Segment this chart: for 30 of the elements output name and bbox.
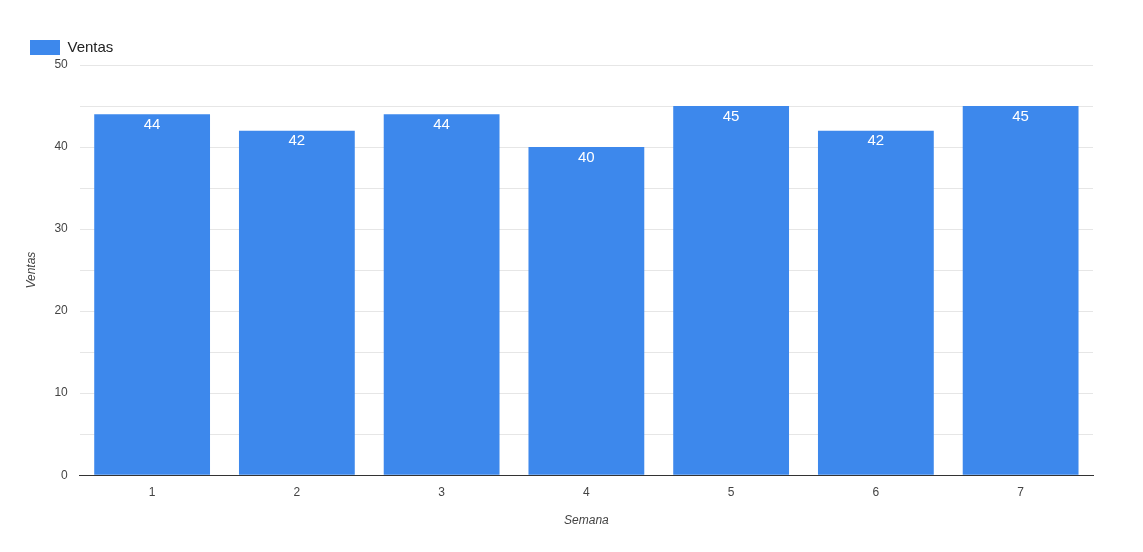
x-tick-label: 1 — [148, 484, 156, 499]
data-label: 45 — [1012, 106, 1029, 124]
data-label: 44 — [433, 114, 450, 132]
data-label: 40 — [578, 147, 595, 165]
bar — [817, 130, 934, 475]
legend-label: Ventas — [67, 37, 114, 55]
x-tick-label: 7 — [1017, 484, 1025, 499]
bar — [238, 130, 355, 475]
x-tick-label: 4 — [583, 484, 591, 499]
y-axis-title: Ventas — [23, 251, 38, 289]
data-label: 42 — [867, 131, 885, 149]
y-tick-label: 40 — [54, 139, 69, 154]
y-tick-label: 20 — [54, 303, 69, 318]
x-tick-label: 3 — [438, 484, 446, 499]
data-label: 42 — [288, 131, 306, 149]
y-tick-label: 50 — [54, 57, 69, 72]
data-label: 44 — [143, 114, 161, 132]
x-tick-label: 5 — [727, 484, 735, 499]
bar — [962, 106, 1079, 475]
bar — [383, 114, 500, 475]
bar — [528, 147, 645, 475]
x-tick-label: 6 — [872, 484, 880, 499]
x-tick-label: 2 — [293, 484, 301, 499]
x-axis-title: Semana — [564, 513, 610, 528]
bar — [673, 106, 790, 475]
data-label: 45 — [722, 106, 740, 124]
y-tick-label: 0 — [61, 467, 69, 482]
y-tick-label: 30 — [54, 221, 69, 236]
y-tick-label: 10 — [54, 385, 69, 400]
bar — [94, 114, 211, 475]
